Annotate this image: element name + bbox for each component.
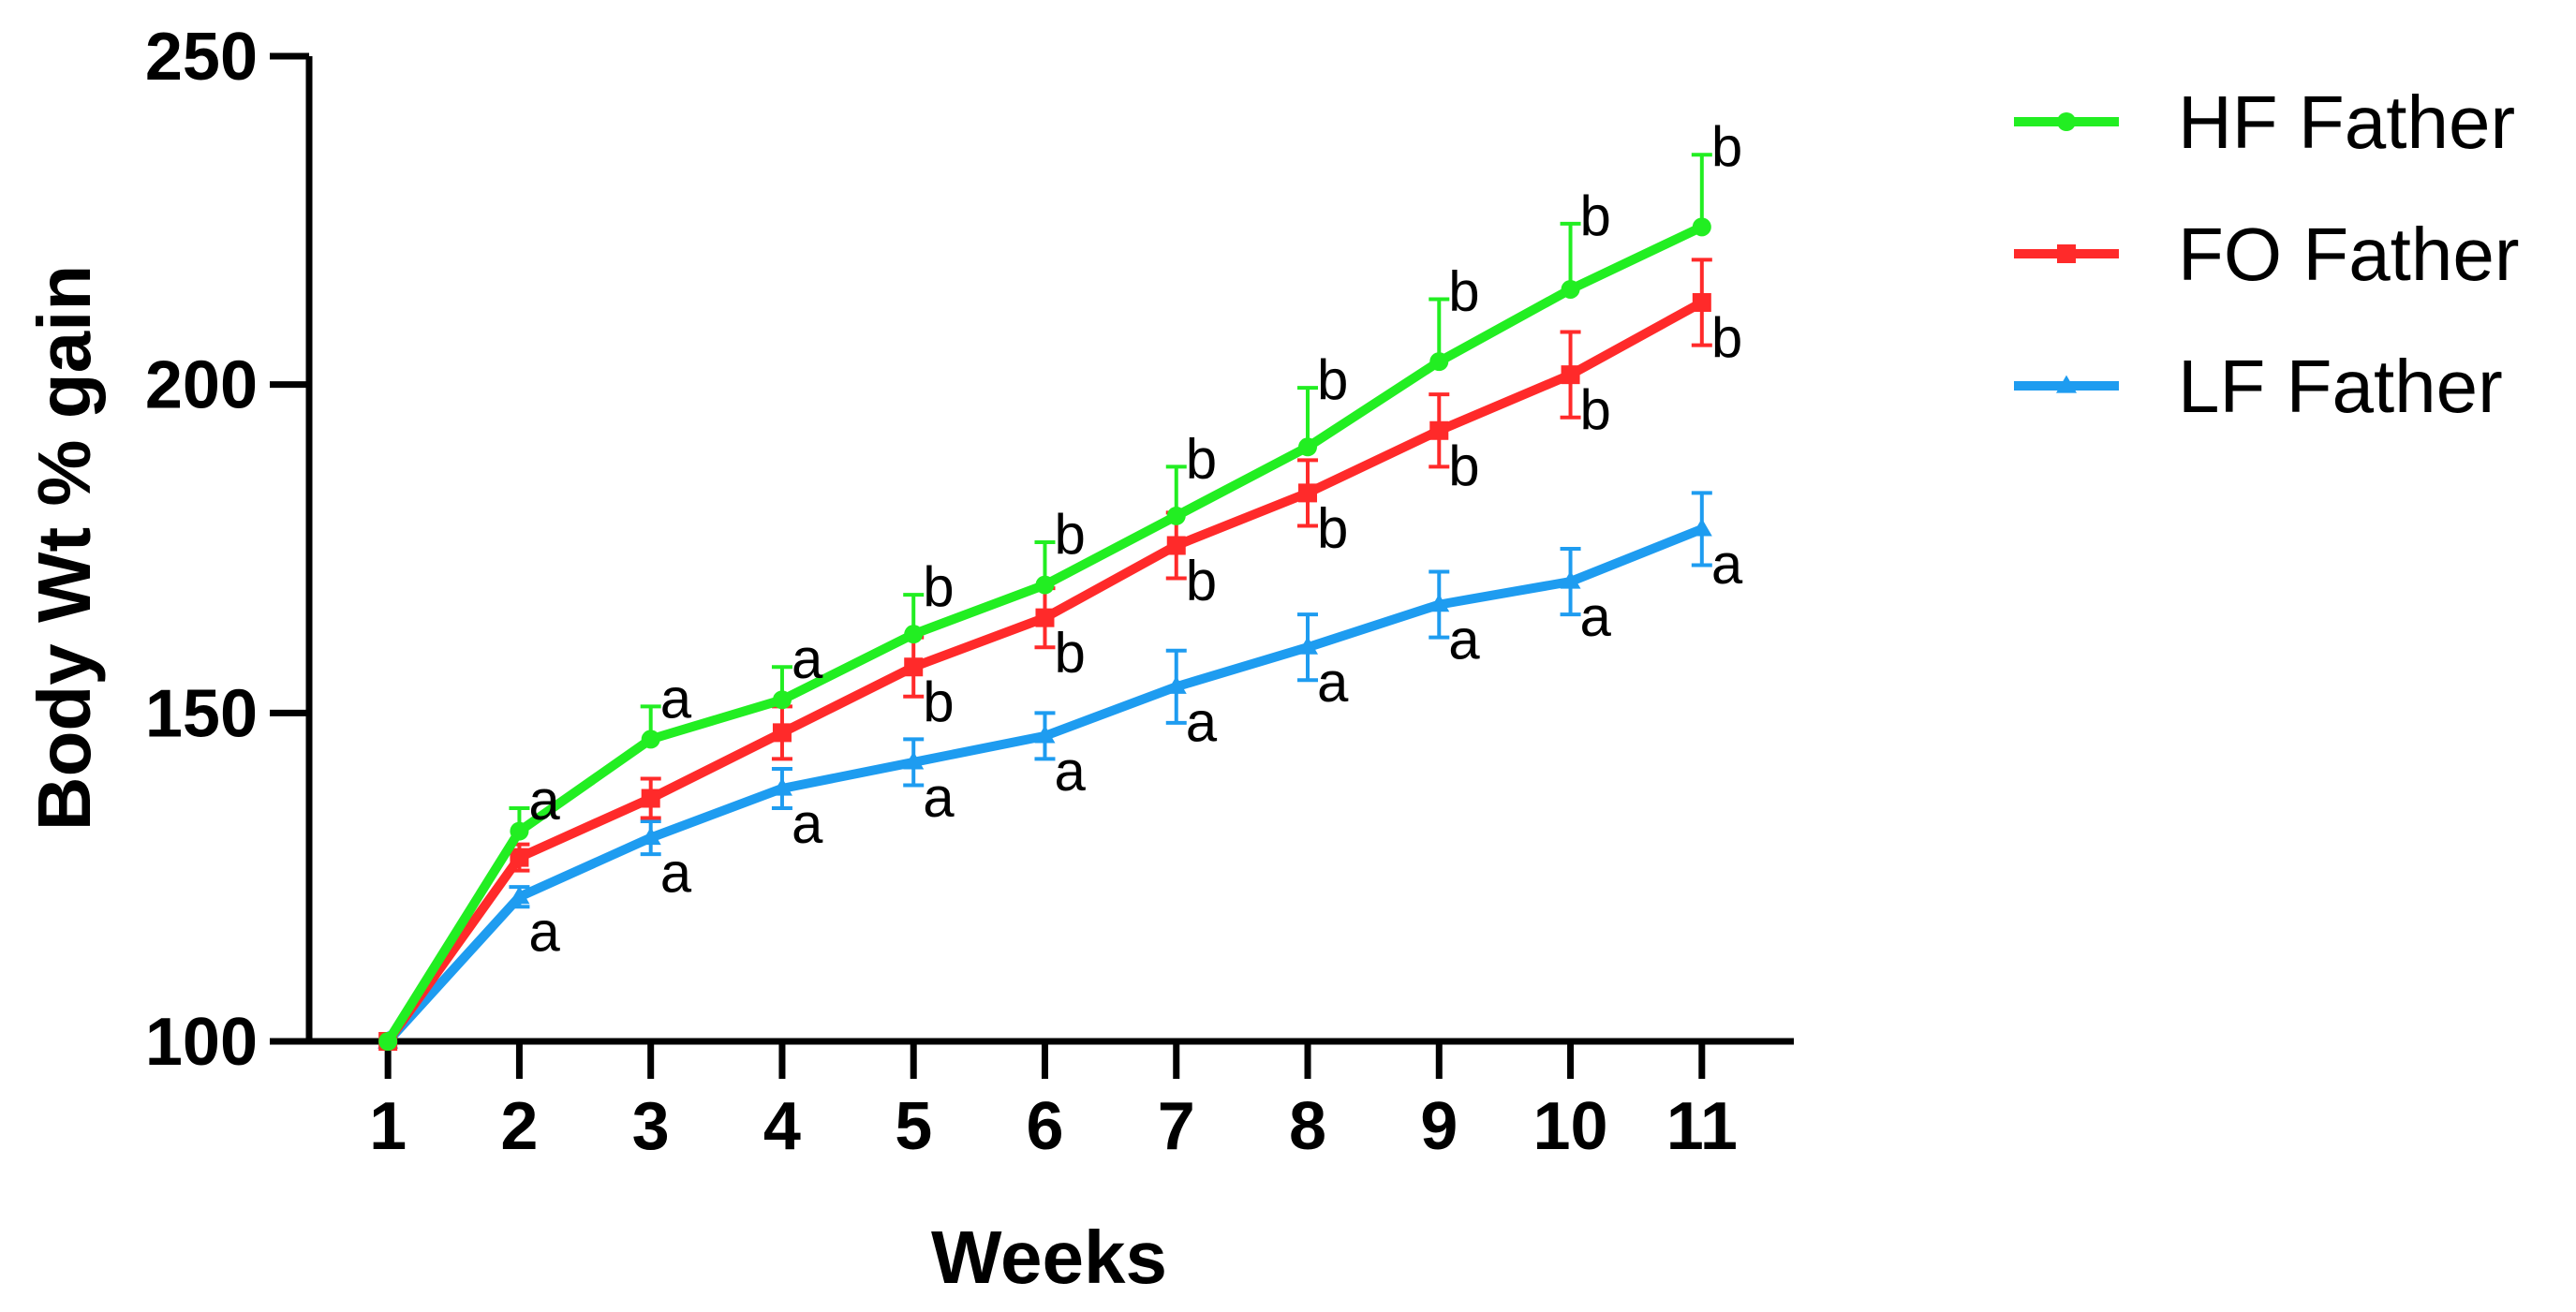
x-tick-label: 4 — [763, 1089, 801, 1164]
significance-label: a — [1186, 690, 1218, 753]
significance-label: a — [1054, 740, 1086, 803]
y-tick-label: 250 — [145, 20, 258, 95]
x-tick-label: 3 — [632, 1089, 670, 1164]
significance-label: b — [1580, 378, 1611, 441]
data-point — [510, 821, 529, 841]
data-point — [1429, 352, 1449, 372]
data-point — [1035, 608, 1055, 627]
data-point — [772, 723, 792, 743]
significance-label: a — [528, 769, 560, 832]
significance-label: b — [1711, 306, 1742, 369]
significance-label: a — [660, 842, 692, 905]
data-point — [1691, 518, 1712, 537]
significance-label: b — [923, 555, 954, 618]
axes: 100 150 200 250 1 2 3 4 5 6 7 8 9 10 11 — [145, 20, 1794, 1164]
data-point — [378, 1032, 398, 1051]
significance-label: b — [1186, 549, 1217, 612]
legend-item-hf-father: HF Father — [2014, 81, 2515, 164]
data-point — [1429, 420, 1449, 440]
significance-label: b — [923, 671, 954, 733]
series-lf-father — [378, 491, 1712, 1049]
significance-label: a — [792, 627, 823, 690]
data-point — [904, 625, 924, 644]
significance-label: a — [1448, 609, 1480, 671]
data-point — [1034, 725, 1056, 744]
series-hf-father — [378, 153, 1712, 1051]
data-point — [771, 777, 792, 796]
data-point — [903, 751, 925, 770]
data-point — [640, 827, 661, 846]
data-point — [1298, 483, 1318, 503]
legend: HF Father FO Father LF Father — [2014, 81, 2520, 428]
data-point — [641, 730, 660, 749]
x-tick-label: 2 — [500, 1089, 538, 1164]
significance-label: b — [1448, 435, 1479, 497]
significance-label: a — [528, 901, 560, 964]
significance-label: a — [660, 667, 692, 730]
significance-label: b — [1580, 184, 1611, 247]
data-point — [1166, 506, 1186, 525]
data-point — [1561, 365, 1580, 385]
significance-label: b — [1054, 622, 1085, 685]
series-fo-father — [378, 258, 1712, 1051]
significance-label: b — [1448, 259, 1479, 322]
significance-label: a — [923, 766, 955, 829]
legend-label: LF Father — [2178, 345, 2503, 428]
significance-label: b — [1711, 115, 1742, 178]
series-line — [384, 298, 1705, 1044]
significance-label: a — [1317, 651, 1349, 714]
legend-label: HF Father — [2178, 81, 2515, 164]
legend-item-lf-father: LF Father — [2014, 345, 2503, 428]
data-point — [2057, 244, 2076, 263]
data-point — [1561, 279, 1580, 299]
data-point — [1298, 437, 1318, 457]
x-tick-label: 8 — [1289, 1089, 1326, 1164]
significance-label: b — [1317, 348, 1348, 411]
data-point — [1692, 217, 1711, 237]
y-tick-label: 100 — [145, 1005, 258, 1080]
x-tick-label: 6 — [1026, 1089, 1063, 1164]
x-tick-label: 10 — [1533, 1089, 1608, 1164]
x-tick-label: 7 — [1158, 1089, 1195, 1164]
x-axis-title: Weeks — [931, 1216, 1167, 1299]
data-point — [2056, 375, 2077, 393]
data-point — [509, 886, 530, 905]
data-point — [1429, 594, 1450, 612]
data-point — [904, 657, 924, 677]
significance-label: a — [792, 792, 823, 855]
x-tick-label: 1 — [369, 1089, 407, 1164]
significance-label: b — [1186, 427, 1217, 490]
data-point — [1560, 570, 1581, 589]
legend-item-fo-father: FO Father — [2014, 213, 2520, 296]
data-point — [772, 690, 792, 710]
significance-label: a — [1580, 585, 1612, 648]
x-tick-label: 9 — [1420, 1089, 1458, 1164]
data-point — [1297, 636, 1319, 655]
data-point — [641, 789, 660, 808]
legend-label: FO Father — [2178, 213, 2520, 296]
x-tick-label: 5 — [895, 1089, 932, 1164]
data-point — [2057, 112, 2076, 131]
y-tick-label: 200 — [145, 348, 258, 423]
significance-label: b — [1317, 496, 1348, 559]
x-tick-label: 11 — [1666, 1089, 1738, 1164]
significance-label: a — [1711, 533, 1743, 596]
y-axis-title: Body Wt % gain — [22, 265, 106, 831]
data-point — [1692, 293, 1711, 312]
series-layer — [378, 153, 1712, 1051]
data-point — [510, 848, 529, 867]
y-tick-label: 150 — [145, 676, 258, 751]
significance-label: b — [1054, 503, 1085, 566]
data-point — [1166, 536, 1186, 555]
data-point — [1165, 675, 1187, 694]
data-point — [1035, 575, 1055, 595]
